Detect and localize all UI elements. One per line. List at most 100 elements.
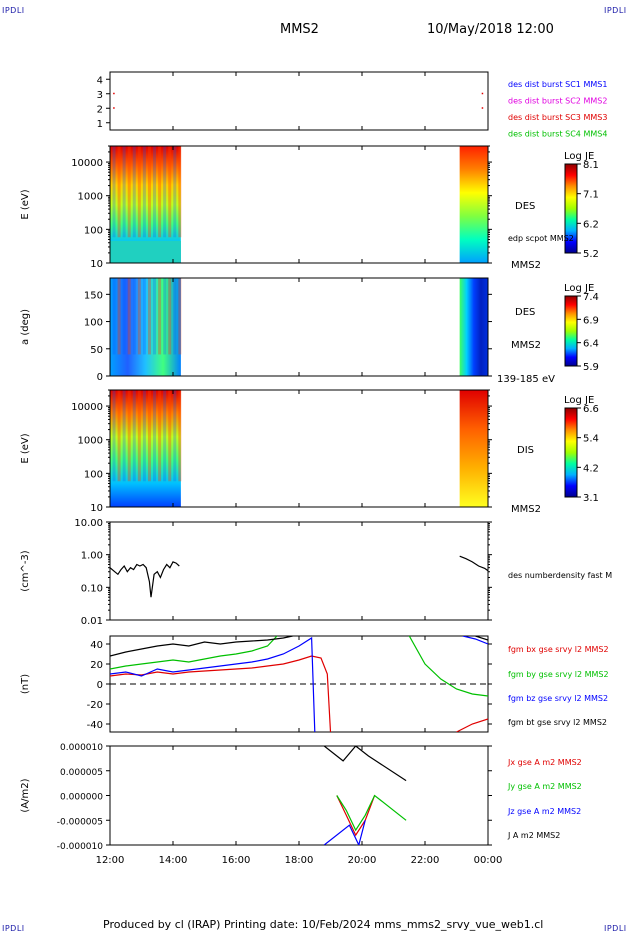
side-label: edp scpot MMS2 bbox=[508, 234, 574, 243]
spectrogram-stripe bbox=[178, 146, 182, 238]
side-label: DES bbox=[515, 201, 535, 212]
colorbar-tick-label: 6.4 bbox=[583, 339, 599, 350]
spectrogram-stripe bbox=[153, 278, 157, 355]
corner-label-top-right: IPDLI bbox=[604, 6, 627, 15]
colorbar-tick-label: 6.6 bbox=[583, 404, 599, 415]
y-tick-label: 50 bbox=[90, 345, 103, 356]
y-axis-label: (cm^-3) bbox=[20, 550, 31, 591]
y-tick-label: 1 bbox=[97, 119, 103, 130]
x-tick-label: 16:00 bbox=[222, 855, 251, 866]
legend-entry: Jy gse A m2 MMS2 bbox=[507, 782, 582, 791]
legend-entry: Jz gse A m2 MMS2 bbox=[507, 807, 581, 816]
availability-frame bbox=[109, 71, 489, 131]
series-line bbox=[110, 636, 488, 657]
spectrogram-stripe bbox=[163, 390, 167, 482]
colorbar-tick-label: 7.4 bbox=[583, 292, 599, 303]
spectrogram-low-energy bbox=[110, 241, 181, 263]
y-tick-label: 1.00 bbox=[81, 551, 103, 562]
colorbar bbox=[564, 295, 578, 367]
spectrogram-stripe bbox=[163, 278, 167, 355]
y-tick-label: 2 bbox=[97, 104, 103, 115]
y-axis-label: a (deg) bbox=[20, 309, 31, 345]
colorbar-tick-label: 4.2 bbox=[583, 463, 599, 474]
side-label: DIS bbox=[517, 445, 534, 456]
spectrogram-stripe bbox=[147, 278, 151, 355]
legend-entry: des dist burst SC3 MMS3 bbox=[508, 113, 607, 122]
series-line bbox=[110, 636, 488, 732]
y-tick-label: 0 bbox=[97, 680, 103, 691]
spectrogram-stripe bbox=[112, 278, 116, 355]
y-tick-label: -0.000005 bbox=[57, 817, 103, 827]
series-line bbox=[323, 746, 407, 782]
y-axis-label: (nT) bbox=[20, 674, 31, 694]
corner-label-bottom-right: IPDLI bbox=[604, 924, 627, 933]
y-tick-label: 10000 bbox=[71, 402, 103, 413]
side-label: MMS2 bbox=[511, 260, 541, 271]
colorbar bbox=[564, 407, 578, 498]
colorbar-tick-label: 3.1 bbox=[583, 493, 599, 504]
y-tick-label: 100 bbox=[84, 225, 103, 236]
date-stamp: 10/May/2018 12:00 bbox=[427, 22, 554, 37]
y-tick-label: 0 bbox=[97, 372, 103, 383]
x-tick-label: 20:00 bbox=[348, 855, 377, 866]
y-tick-label: 0.01 bbox=[81, 616, 103, 627]
side-label: MMS2 bbox=[511, 340, 541, 351]
spectrogram-stripe bbox=[122, 390, 126, 482]
spectrogram-stripe bbox=[168, 390, 172, 482]
spectrogram-stripe bbox=[142, 278, 146, 355]
y-tick-label: -20 bbox=[87, 700, 103, 711]
spectrogram-stripe bbox=[137, 146, 141, 238]
spectrogram-block-left bbox=[110, 390, 181, 507]
side-label: 139-185 eV bbox=[497, 374, 555, 385]
y-tick-label: -0.000010 bbox=[57, 842, 103, 852]
series-line bbox=[110, 555, 488, 598]
spectrogram-stripe bbox=[163, 146, 167, 238]
spectrogram-block-right bbox=[459, 278, 488, 376]
y-axis-label: E (eV) bbox=[20, 189, 31, 219]
spectrogram-stripe bbox=[153, 390, 157, 482]
y-tick-label: 10.00 bbox=[74, 518, 103, 529]
spectrogram-stripe bbox=[147, 146, 151, 238]
side-label: MMS2 bbox=[511, 504, 541, 515]
spectrogram-stripe bbox=[147, 390, 151, 482]
y-tick-label: 10 bbox=[90, 259, 103, 270]
spectrogram-stripe bbox=[153, 146, 157, 238]
colorbar-tick-label: 5.9 bbox=[583, 362, 599, 373]
y-tick-label: 100 bbox=[84, 318, 103, 329]
legend-entry: des dist burst SC2 MMS2 bbox=[508, 97, 607, 106]
line-panel-frame bbox=[109, 521, 489, 621]
legend-entry: Jx gse A m2 MMS2 bbox=[507, 758, 582, 767]
spectrogram-stripe bbox=[142, 390, 146, 482]
colorbar-title: Log JE bbox=[564, 395, 594, 406]
colorbar-tick-label: 8.1 bbox=[583, 160, 599, 171]
y-tick-label: 40 bbox=[90, 640, 103, 651]
colorbar bbox=[564, 163, 578, 254]
legend-entry: fgm by gse srvy l2 MMS2 bbox=[508, 670, 609, 679]
colorbar-tick-label: 7.1 bbox=[583, 190, 599, 201]
spectrogram-stripe bbox=[117, 390, 121, 482]
series-line bbox=[323, 820, 366, 845]
page-title: MMS2 bbox=[280, 22, 319, 37]
spectrogram-stripe bbox=[137, 278, 141, 355]
side-label: DES bbox=[515, 307, 535, 318]
y-tick-label: 0.10 bbox=[81, 583, 103, 594]
spectrogram-stripe bbox=[173, 278, 177, 355]
spectrogram-stripe bbox=[112, 390, 116, 482]
series-line bbox=[110, 636, 488, 697]
spectrogram-stripe bbox=[158, 390, 162, 482]
y-tick-label: 10000 bbox=[71, 158, 103, 169]
y-axis-label: E (eV) bbox=[20, 433, 31, 463]
y-tick-label: 0.000000 bbox=[60, 793, 103, 803]
y-tick-label: 100 bbox=[84, 469, 103, 480]
spectrogram-stripe bbox=[117, 278, 121, 355]
spectrogram-stripe bbox=[168, 146, 172, 238]
series-line bbox=[336, 794, 407, 832]
spectrogram-stripe bbox=[127, 146, 131, 238]
colorbar-tick-label: 6.2 bbox=[583, 219, 599, 230]
y-tick-label: 4 bbox=[97, 75, 103, 86]
colorbar-tick-label: 5.2 bbox=[583, 249, 599, 260]
y-tick-label: -40 bbox=[87, 720, 103, 731]
legend-entry: des dist burst SC1 MMS1 bbox=[508, 80, 607, 89]
footer-text: Produced by cl (IRAP) Printing date: 10/… bbox=[103, 918, 544, 931]
